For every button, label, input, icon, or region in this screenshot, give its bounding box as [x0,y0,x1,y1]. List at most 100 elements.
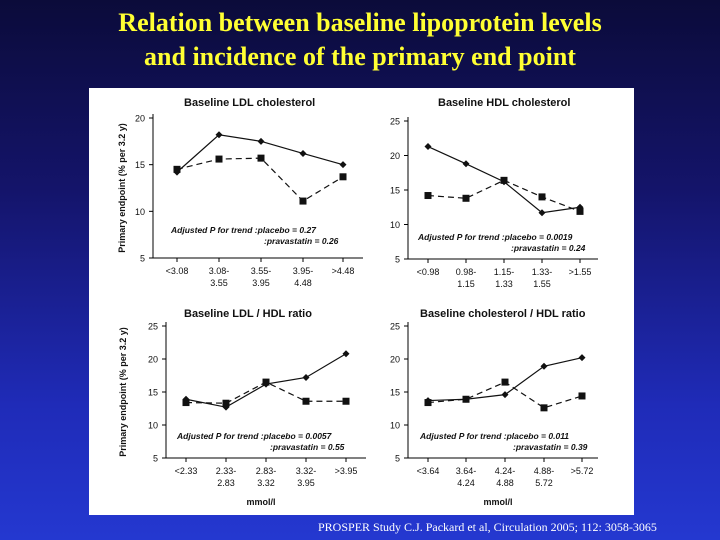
diamond-point [215,131,223,139]
y-tick-label: 5 [140,254,145,264]
p-trend-placebo: Adjusted P for trend :placebo = 0.27 [170,225,317,235]
series-line-2 [176,157,344,202]
square-point [501,378,509,386]
x-tick-label: 3.95 [297,478,315,488]
chart-2: Baseline HDL cholesterol 5 10 15 20 25 <0.98 0.… [390,97,598,289]
square-point [578,392,586,400]
p-trend-placebo: Adjusted P for trend :placebo = 0.0019 [417,232,573,242]
square-point [215,155,223,163]
diamond-point [342,350,350,358]
y-axis-label: Primary endpoint (% per 3.2 y) [117,123,127,253]
y-tick-label: 15 [390,388,400,398]
square-point [540,404,548,412]
y-axis-label: Primary endpoint (% per 3.2 y) [118,327,128,457]
p-trend-placebo: Adjusted P for trend :placebo = 0.0057 [176,431,333,441]
x-tick-label: <0.98 [417,267,440,277]
p-trend-pravastatin: :pravastatin = 0.24 [511,243,586,253]
x-tick-label: 1.15 [457,279,475,289]
y-tick-label: 20 [148,355,158,365]
x-tick-label: 4.24 [457,478,475,488]
y-tick-label: 15 [135,160,145,170]
citation: PROSPER Study C.J. Packard et al, Circul… [318,520,657,534]
y-tick-label: 10 [390,421,400,431]
diamond-point [578,354,586,362]
y-tick-label: 10 [135,207,145,217]
square-point [500,176,508,184]
y-tick-label: 5 [395,255,400,265]
square-point [182,399,190,407]
y-tick-label: 25 [390,117,400,127]
x-tick-label: <3.08 [166,266,189,276]
y-tick-label: 20 [135,114,145,124]
x-tick-label: 2.83 [217,478,235,488]
square-point [339,173,347,181]
chart-panel: Baseline LDL cholesterol 5 10 15 20 <3.08 3.08… [89,88,634,515]
diamond-point [462,160,470,168]
square-point [538,193,546,201]
p-trend-pravastatin: :pravastatin = 0.39 [513,442,588,452]
y-tick-label: 20 [390,151,400,161]
x-tick-label: 3.95 [252,278,270,288]
x-tick-label: 3.32- [296,466,317,476]
chart-title: Baseline HDL cholesterol [438,97,570,109]
square-point [462,194,470,202]
x-tick-label: <2.33 [175,466,198,476]
square-point [262,378,270,386]
square-point [424,192,432,200]
y-tick-label: 10 [148,421,158,431]
x-tick-label: >1.55 [569,267,592,277]
y-tick-label: 10 [390,220,400,230]
x-tick-label: 3.55- [251,266,272,276]
p-trend-placebo: Adjusted P for trend :placebo = 0.011 [419,431,569,441]
x-tick-label: 4.48 [294,278,312,288]
diamond-point [538,209,546,217]
chart-3: Baseline LDL / HDL ratio 5 10 15 20 25 <2.33 2.… [118,308,366,507]
chart-1: Baseline LDL cholesterol 5 10 15 20 <3.08 3.08… [117,97,363,288]
chart-4: Baseline cholesterol / HDL ratio 5 10 15 20 2… [390,308,598,507]
x-tick-label: 2.83- [256,466,277,476]
slide-title: Relation between baseline lipoprotein le… [0,6,720,74]
x-tick-label: 3.95- [293,266,314,276]
x-axis-label: mmol/l [483,497,512,507]
x-tick-label: 1.33 [495,279,513,289]
x-tick-label: >3.95 [335,466,358,476]
x-tick-label: 4.88- [534,466,555,476]
y-tick-label: 15 [148,388,158,398]
diamond-point [540,362,548,370]
p-trend-pravastatin: :pravastatin = 0.26 [264,236,339,246]
y-tick-label: 15 [390,186,400,196]
square-point [424,399,432,407]
x-tick-label: 3.08- [209,266,230,276]
y-tick-label: 25 [148,322,158,332]
x-tick-label: >4.48 [332,266,355,276]
chart-title: Baseline cholesterol / HDL ratio [420,308,586,320]
x-tick-label: 3.64- [456,466,477,476]
x-tick-label: 2.33- [216,466,237,476]
x-tick-label: 0.98- [456,267,477,277]
title-line-2: and incidence of the primary end point [144,42,576,71]
y-tick-label: 5 [153,454,158,464]
square-point [302,397,310,405]
y-tick-label: 25 [390,322,400,332]
p-trend-pravastatin: :pravastatin = 0.55 [270,442,345,452]
diamond-point [257,137,265,145]
x-tick-label: 3.32 [257,478,275,488]
diamond-point [302,373,310,381]
square-point [576,207,584,215]
square-point [257,154,265,162]
diamond-point [299,149,307,157]
x-tick-label: 4.24- [495,466,516,476]
x-tick-label: 1.55 [533,279,551,289]
square-point [462,395,470,403]
x-tick-label: 3.55 [210,278,228,288]
y-tick-label: 5 [395,454,400,464]
diamond-point [339,161,347,169]
square-point [222,399,230,407]
square-point [299,197,307,205]
x-tick-label: 5.72 [535,478,553,488]
chart-title: Baseline LDL / HDL ratio [184,308,312,320]
square-point [173,165,181,173]
x-tick-label: 1.15- [494,267,515,277]
square-point [342,397,350,405]
title-line-1: Relation between baseline lipoprotein le… [118,8,602,37]
